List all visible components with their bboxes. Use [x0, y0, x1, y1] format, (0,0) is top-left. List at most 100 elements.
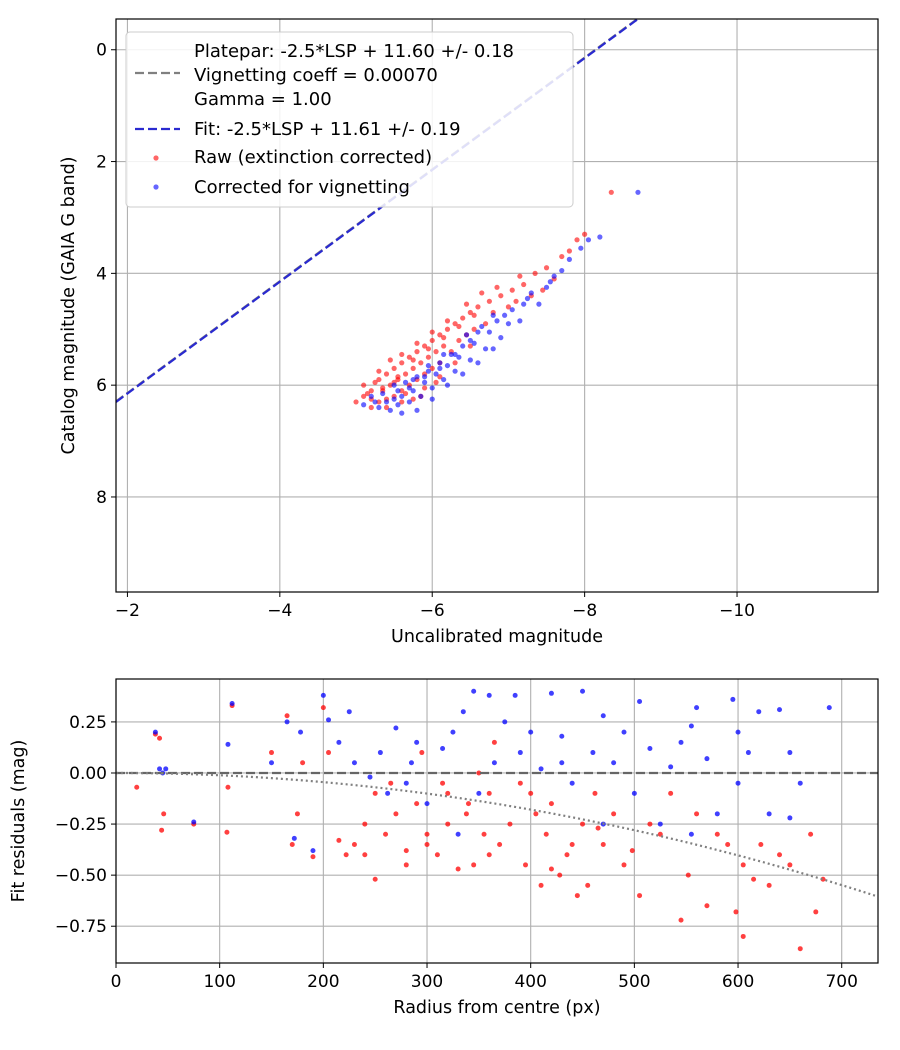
- data-point: [368, 404, 374, 411]
- data-point: [471, 312, 477, 318]
- data-point: [433, 349, 439, 355]
- data-point: [289, 841, 295, 847]
- data-point: [152, 729, 158, 735]
- data-point: [777, 852, 783, 858]
- data-point: [455, 831, 461, 837]
- data-point: [486, 852, 492, 858]
- legend-corrected-label: Corrected for vignetting: [194, 177, 410, 198]
- data-point: [621, 729, 627, 735]
- data-point: [467, 357, 473, 363]
- data-point: [600, 713, 606, 719]
- data-point: [399, 360, 405, 366]
- data-point: [351, 841, 357, 847]
- data-point: [481, 831, 487, 837]
- data-point: [540, 287, 546, 293]
- data-point: [441, 335, 447, 341]
- data-point: [777, 707, 783, 713]
- data-point: [517, 318, 523, 324]
- data-point: [376, 368, 382, 374]
- data-point: [159, 827, 165, 833]
- data-point: [502, 719, 508, 725]
- data-point: [387, 382, 393, 388]
- x-tick-label: 200: [307, 972, 339, 992]
- data-point: [694, 811, 700, 817]
- data-point: [582, 231, 588, 237]
- data-point: [452, 351, 458, 358]
- data-point: [429, 329, 435, 335]
- data-point: [557, 872, 563, 878]
- data-point: [399, 351, 405, 358]
- data-point: [547, 279, 553, 285]
- data-point: [399, 393, 405, 399]
- data-point: [410, 365, 416, 371]
- data-point: [157, 766, 163, 772]
- data-point: [414, 374, 420, 380]
- plot-frame: [115, 678, 879, 964]
- data-point: [387, 407, 393, 413]
- data-point: [735, 780, 741, 786]
- data-point: [422, 374, 428, 380]
- y-axis-label: Fit residuals (mag): [9, 740, 29, 903]
- data-point: [362, 821, 368, 827]
- data-point: [704, 756, 710, 762]
- data-point: [460, 343, 466, 349]
- data-point: [745, 750, 751, 756]
- data-point: [445, 790, 451, 796]
- data-point: [491, 760, 497, 766]
- data-point: [608, 189, 614, 195]
- data-point: [372, 790, 378, 796]
- plot-area: [116, 688, 878, 952]
- data-point: [797, 946, 803, 952]
- data-point: [376, 404, 382, 411]
- data-point: [714, 831, 720, 837]
- data-point: [498, 335, 504, 341]
- data-point: [637, 893, 643, 899]
- data-point: [391, 396, 397, 402]
- x-tick-label: 400: [514, 972, 546, 992]
- y-tick-label: −0.50: [55, 866, 107, 886]
- data-point: [524, 295, 531, 302]
- data-point: [580, 688, 586, 694]
- data-point: [320, 692, 326, 698]
- data-point: [509, 287, 515, 293]
- data-point: [422, 343, 428, 349]
- data-point: [543, 284, 550, 290]
- legend-platepar-line2: Vignetting coeff = 0.00070: [194, 65, 438, 86]
- data-point: [402, 379, 409, 385]
- data-point: [425, 354, 432, 360]
- data-point: [440, 780, 446, 786]
- y-tick-label: 0.25: [69, 713, 107, 733]
- data-point: [434, 852, 440, 858]
- data-point: [414, 407, 420, 413]
- data-point: [419, 750, 425, 756]
- data-point: [395, 388, 401, 394]
- data-point: [408, 760, 414, 766]
- data-point: [320, 705, 326, 711]
- data-point: [399, 410, 405, 416]
- data-point: [310, 848, 316, 854]
- data-point: [756, 709, 762, 715]
- chart-panel-1: 0 100 200 300 400 500 600 700 0.25 0.00 −0.25 −0.50…: [9, 678, 879, 1018]
- data-point: [564, 852, 570, 858]
- data-point: [410, 357, 416, 363]
- data-point: [482, 346, 489, 352]
- data-point: [517, 750, 523, 756]
- data-point: [733, 909, 739, 915]
- data-point: [460, 709, 466, 715]
- x-tick-label: −4: [267, 601, 292, 621]
- data-point: [225, 784, 231, 790]
- series-corrected: [152, 688, 832, 854]
- data-point: [402, 371, 409, 377]
- data-point: [635, 189, 641, 195]
- data-point: [590, 750, 596, 756]
- data-point: [694, 705, 700, 711]
- data-point: [475, 304, 481, 310]
- data-point: [685, 872, 691, 878]
- data-point: [482, 321, 489, 327]
- data-point: [418, 393, 424, 399]
- data-point: [476, 790, 482, 796]
- series-raw: [134, 703, 826, 952]
- data-point: [410, 388, 416, 394]
- data-point: [437, 360, 443, 366]
- data-point: [551, 273, 557, 279]
